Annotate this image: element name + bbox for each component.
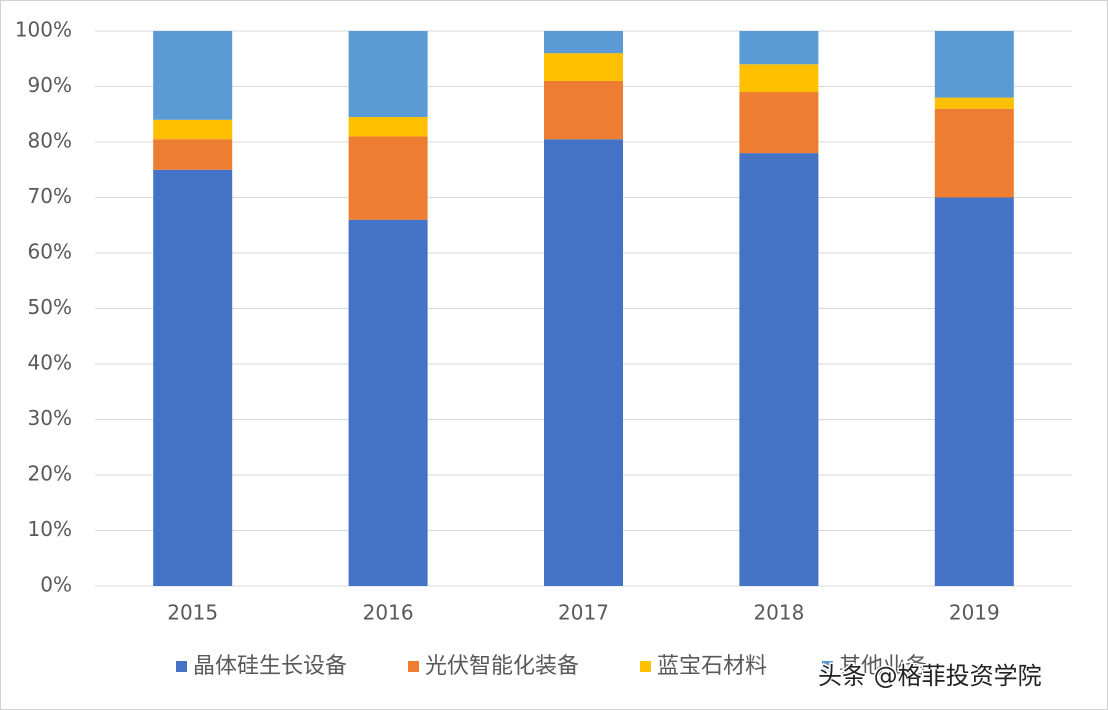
bar-segment bbox=[934, 108, 1014, 198]
x-tick-label: 2018 bbox=[753, 601, 804, 625]
legend-swatch bbox=[640, 661, 651, 672]
bar-segment bbox=[153, 139, 233, 170]
bar-segment bbox=[348, 219, 428, 586]
x-tick-label: 2017 bbox=[558, 601, 609, 625]
bar-segment bbox=[153, 169, 233, 586]
x-tick-label: 2019 bbox=[949, 601, 1000, 625]
bar-segment bbox=[739, 153, 819, 586]
legend-label: 光伏智能化装备 bbox=[425, 654, 579, 679]
bar-segment bbox=[348, 136, 428, 220]
bar-segment bbox=[544, 80, 623, 140]
bar-segment bbox=[348, 31, 428, 118]
bar-segment bbox=[739, 92, 819, 154]
legend-label: 其他业务 bbox=[839, 654, 927, 679]
x-tick-label: 2015 bbox=[167, 601, 218, 625]
watermark: 头条 @格菲投资学院 bbox=[818, 662, 1042, 690]
bar-segment bbox=[934, 31, 1014, 98]
y-tick-label: 50% bbox=[28, 295, 72, 319]
y-tick-label: 60% bbox=[28, 240, 72, 264]
bar-segment bbox=[153, 31, 233, 120]
bar-segment bbox=[739, 64, 819, 93]
legend-swatch bbox=[408, 661, 419, 672]
y-tick-label: 20% bbox=[28, 462, 72, 486]
bar-segment bbox=[153, 119, 233, 140]
bar-segment bbox=[934, 197, 1014, 586]
bar-segment bbox=[544, 53, 623, 81]
y-tick-label: 100% bbox=[15, 18, 72, 42]
bar-segment bbox=[739, 31, 819, 65]
y-tick-label: 90% bbox=[28, 73, 72, 97]
y-tick-label: 80% bbox=[28, 129, 72, 153]
legend-label: 蓝宝石材料 bbox=[657, 654, 767, 679]
y-tick-label: 30% bbox=[28, 406, 72, 430]
bar-segment bbox=[544, 31, 623, 54]
legend-swatch bbox=[822, 661, 833, 672]
bar-segment bbox=[934, 97, 1014, 109]
y-tick-label: 10% bbox=[28, 517, 72, 541]
legend-swatch bbox=[176, 661, 187, 672]
y-tick-label: 40% bbox=[28, 351, 72, 375]
y-tick-label: 0% bbox=[40, 573, 72, 597]
bar-segment bbox=[544, 139, 623, 586]
x-tick-label: 2016 bbox=[363, 601, 414, 625]
y-tick-label: 70% bbox=[28, 184, 72, 208]
legend-label: 晶体硅生长设备 bbox=[193, 654, 347, 679]
bar-segment bbox=[348, 117, 428, 137]
